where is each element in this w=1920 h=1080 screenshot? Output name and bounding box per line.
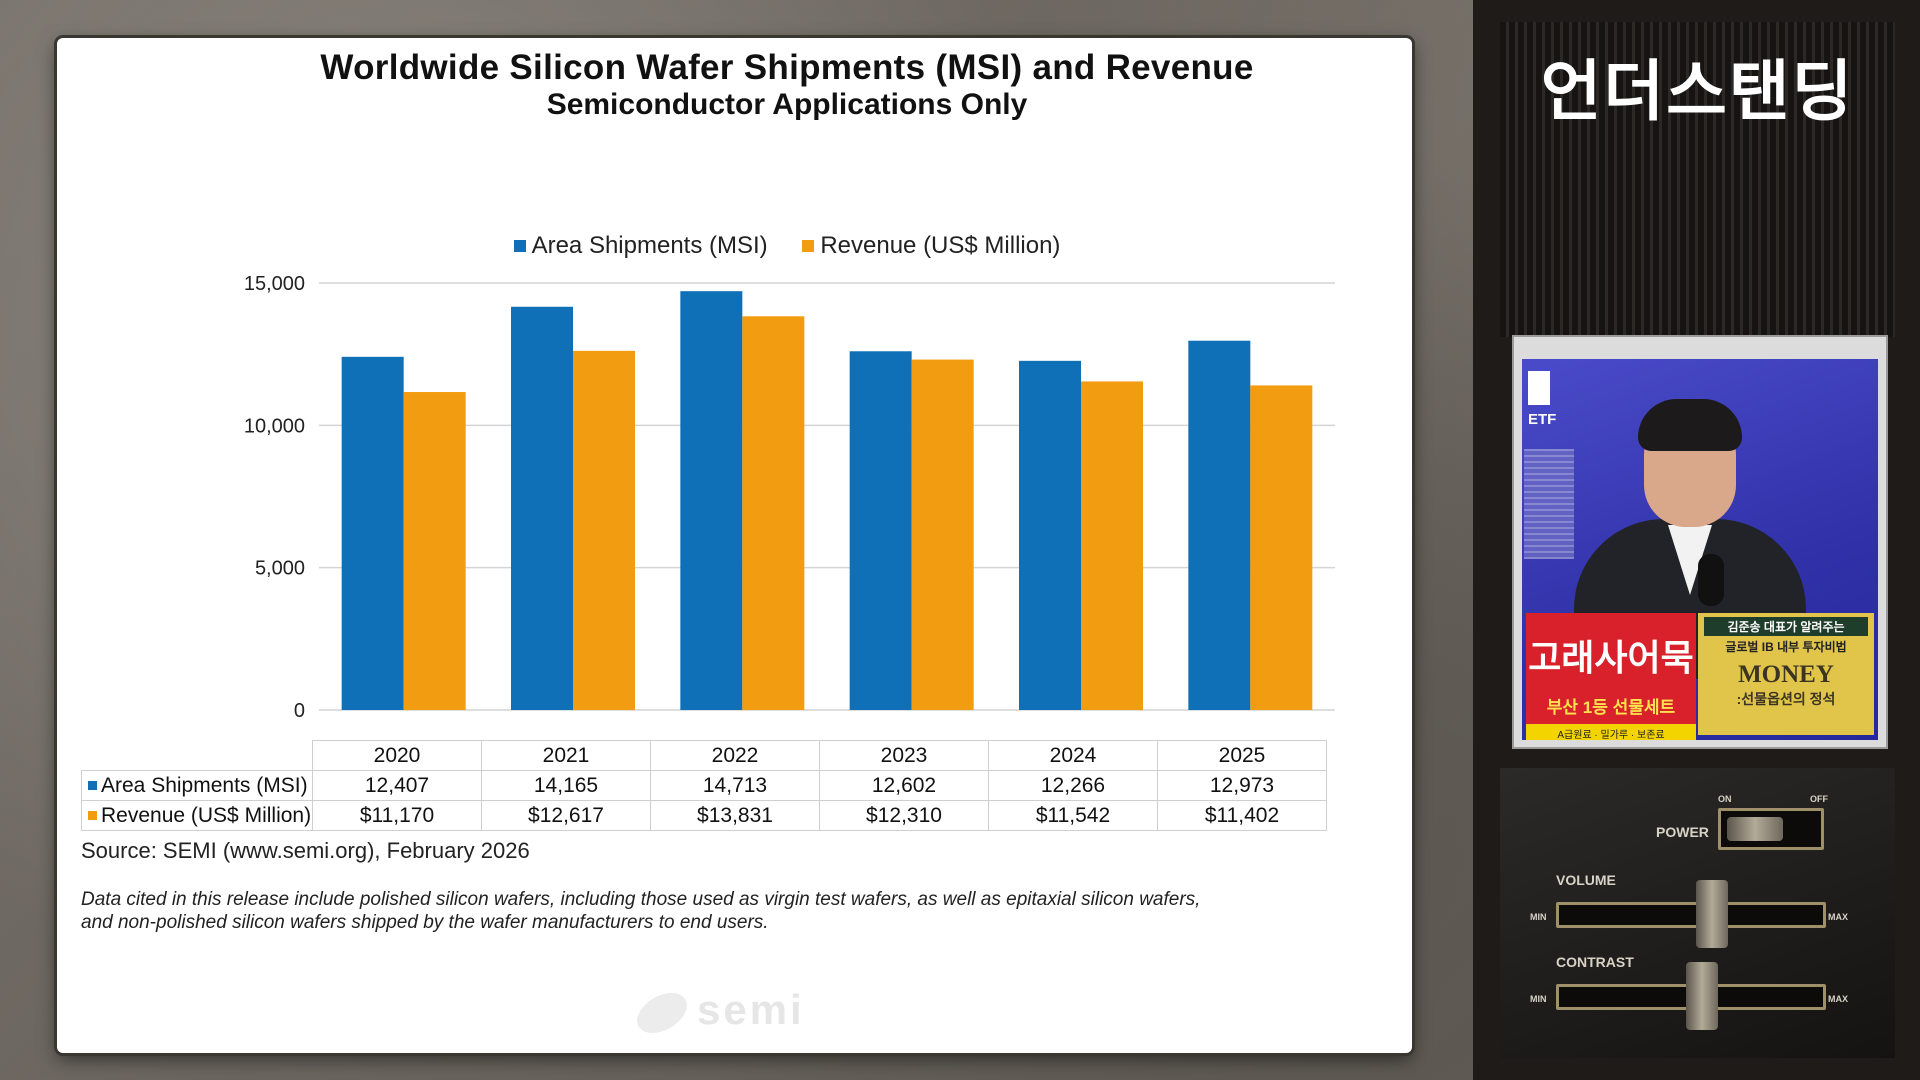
presenter-video: ETF 고래사어묵 부산 1등 선물세트 A급원료 · 밀가루 · 보존료 김준…	[1512, 335, 1888, 749]
y-tick-label: 5,000	[255, 558, 305, 580]
bar-revenue-2024	[1081, 381, 1143, 710]
table-cell: 14,713	[650, 770, 820, 801]
etf-logo-icon	[1528, 371, 1550, 405]
semi-logo-icon	[630, 984, 694, 1042]
legend-item-shipments: Area Shipments (MSI)	[513, 232, 768, 260]
table-cell: $11,402	[1157, 800, 1327, 831]
chart-title: Worldwide Silicon Wafer Shipments (MSI) …	[320, 48, 1254, 87]
table-row-header: 2020 2021 2022 2023 2024 2025	[82, 740, 1327, 771]
newspaper-icon	[1524, 449, 1574, 559]
power-on-label: ON	[1718, 794, 1732, 804]
data-table: 2020 2021 2022 2023 2024 2025 Area Shipm…	[81, 740, 1327, 831]
chart-legend: Area Shipments (MSI) Revenue (US$ Millio…	[57, 231, 1517, 260]
contrast-slider-knob[interactable]	[1686, 962, 1718, 1030]
volume-slider[interactable]	[1556, 902, 1826, 928]
volume-label: VOLUME	[1556, 872, 1616, 888]
bar-shipments-2021	[511, 306, 573, 710]
legend-item-revenue: Revenue (US$ Million)	[802, 232, 1060, 260]
y-tick-label: 15,000	[244, 273, 305, 295]
power-switch[interactable]	[1718, 808, 1824, 850]
legend-swatch-revenue	[802, 240, 815, 252]
table-cell: $13,831	[650, 800, 820, 831]
bar-shipments-2020	[341, 356, 404, 710]
table-cell: 12,266	[988, 770, 1158, 801]
y-tick-label: 0	[294, 700, 305, 722]
table-cell: $11,170	[312, 800, 482, 831]
bar-shipments-2022	[680, 291, 743, 710]
ad-fishcake-tags: A급원료 · 밀가루 · 보존료	[1526, 724, 1696, 740]
table-header-2023: 2023	[819, 740, 989, 771]
table-corner-cell	[82, 741, 313, 771]
row-swatch-shipments	[88, 781, 97, 791]
table-header-2021: 2021	[481, 740, 651, 771]
retro-control-panel: ON OFF POWER VOLUME MIN MAX CONTRAST MIN…	[1500, 768, 1895, 1058]
striped-banner	[1500, 22, 1895, 337]
bar-shipments-2023	[849, 351, 912, 710]
bar-chart: 0 5,000 10,000 15,000	[244, 273, 1335, 722]
bar-revenue-2021	[573, 350, 635, 710]
legend-label-revenue: Revenue (US$ Million)	[820, 232, 1061, 259]
table-header-2020: 2020	[312, 740, 482, 771]
table-rowhead-shipments-label: Area Shipments (MSI)	[101, 773, 308, 797]
presenter-hair	[1638, 399, 1742, 451]
contrast-label: CONTRAST	[1556, 954, 1634, 970]
ad-fishcake-subtitle: 부산 1등 선물세트	[1546, 698, 1676, 717]
chart-subtitle: Semiconductor Applications Only	[546, 88, 1028, 121]
table-rowhead-revenue-label: Revenue (US$ Million)	[101, 803, 312, 827]
table-header-2025: 2025	[1157, 740, 1327, 771]
table-header-2024: 2024	[988, 740, 1158, 771]
ad-money-title: MONEY	[1738, 661, 1834, 688]
bar-shipments-2024	[1019, 360, 1081, 710]
contrast-max-label: MAX	[1828, 994, 1848, 1004]
chart-footnote: Data cited in this release include polis…	[81, 889, 1201, 933]
bar-shipments-2025	[1188, 340, 1251, 710]
power-switch-knob[interactable]	[1727, 817, 1783, 841]
table-cell: $12,617	[481, 800, 651, 831]
legend-swatch-shipments	[513, 240, 526, 252]
table-cell: 12,602	[819, 770, 989, 801]
semi-watermark-text: semi	[697, 986, 805, 1033]
ad-fishcake-title: 고래사어묵	[1528, 637, 1694, 678]
etf-logo: ETF	[1528, 371, 1556, 428]
microphone-icon	[1698, 554, 1724, 606]
ad-money-top: 김준송 대표가 알려주는	[1704, 617, 1868, 636]
table-cell: 12,407	[312, 770, 482, 801]
table-header-2022: 2022	[650, 740, 820, 771]
chart-source: Source: SEMI (www.semi.org), February 20…	[81, 838, 530, 863]
table-row-revenue: Revenue (US$ Million) $11,170 $12,617 $1…	[81, 800, 1327, 831]
ad-money-mid: 글로벌 IB 내부 투자비법	[1725, 640, 1847, 654]
table-cell: 14,165	[481, 770, 651, 801]
contrast-min-label: MIN	[1530, 994, 1547, 1004]
table-rowhead-revenue: Revenue (US$ Million)	[81, 800, 313, 831]
power-off-label: OFF	[1810, 794, 1828, 804]
bar-revenue-2025	[1250, 385, 1313, 710]
etf-logo-text: ETF	[1528, 411, 1557, 428]
table-cell: $11,542	[988, 800, 1158, 831]
bar-revenue-2023	[911, 359, 974, 710]
volume-slider-knob[interactable]	[1696, 880, 1728, 948]
table-cell: 12,973	[1157, 770, 1327, 801]
video-feed: ETF 고래사어묵 부산 1등 선물세트 A급원료 · 밀가루 · 보존료 김준…	[1522, 359, 1878, 740]
bar-revenue-2022	[742, 316, 805, 710]
y-tick-label: 10,000	[244, 415, 305, 437]
legend-label-shipments: Area Shipments (MSI)	[531, 232, 768, 259]
semi-watermark: semi	[630, 984, 805, 1042]
volume-max-label: MAX	[1828, 912, 1848, 922]
bar-revenue-2020	[403, 392, 466, 710]
table-cell: $12,310	[819, 800, 989, 831]
ad-banner-money[interactable]: 김준송 대표가 알려주는 글로벌 IB 내부 투자비법 MONEY :선물옵션의…	[1698, 613, 1874, 735]
table-rowhead-shipments: Area Shipments (MSI)	[81, 770, 313, 801]
ad-money-subtitle: :선물옵션의 정석	[1736, 691, 1836, 707]
ad-banner-fishcake[interactable]: 고래사어묵 부산 1등 선물세트 A급원료 · 밀가루 · 보존료	[1526, 613, 1696, 740]
table-row-shipments: Area Shipments (MSI) 12,407 14,165 14,71…	[81, 770, 1327, 801]
channel-name: 언더스탠딩	[1540, 54, 1855, 128]
row-swatch-revenue	[88, 811, 97, 821]
chart-slide: Worldwide Silicon Wafer Shipments (MSI) …	[57, 38, 1412, 1053]
power-label: POWER	[1656, 824, 1709, 840]
volume-min-label: MIN	[1530, 912, 1547, 922]
